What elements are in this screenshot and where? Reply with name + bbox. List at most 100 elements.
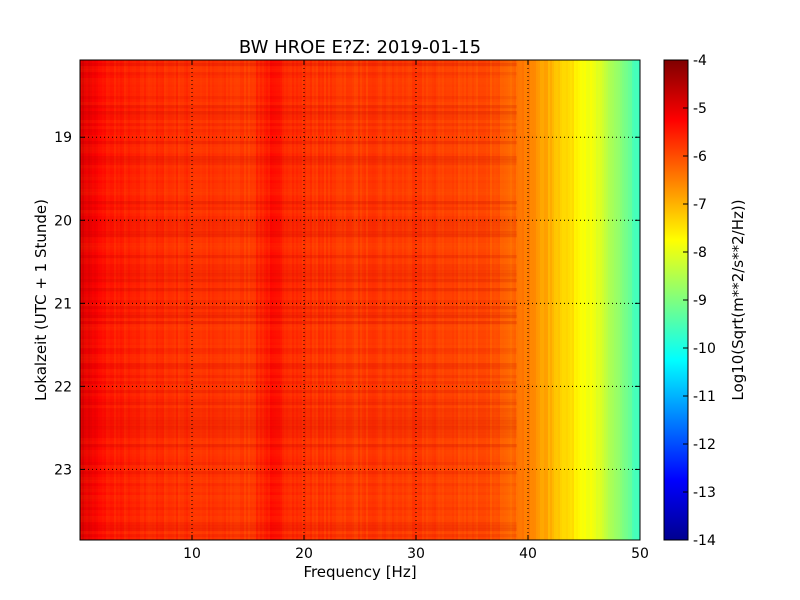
spectrogram-column	[542, 60, 545, 540]
colorbar-ticks: -4 -5 -6 -7 -8 -9 -10 -11 -12 -13 -14	[683, 53, 716, 549]
spectrogram-band	[80, 318, 517, 322]
spectrogram-band	[80, 387, 517, 391]
spectrogram-column	[170, 60, 173, 540]
spectrogram-column	[134, 60, 137, 540]
spectrogram-band	[80, 501, 517, 504]
spectrogram-band	[80, 336, 517, 339]
spectrogram-column	[318, 60, 321, 540]
spectrogram-band	[80, 519, 517, 523]
spectrogram-column	[494, 60, 497, 540]
spectrogram-band	[80, 312, 517, 316]
spectrogram-column	[572, 60, 575, 540]
spectrogram-band	[80, 198, 517, 201]
spectrogram-column	[590, 60, 593, 540]
colorbar-label: Log10(Sqrt(m**2/s**2/Hz))	[729, 199, 747, 400]
spectrogram-column	[238, 60, 241, 540]
spectrogram-column	[402, 60, 405, 540]
spectrogram-band	[80, 426, 517, 430]
spectrogram-column	[182, 60, 185, 540]
spectrogram-band	[80, 255, 517, 259]
spectrogram-column	[328, 60, 331, 540]
spectrogram-column	[306, 60, 309, 540]
spectrogram-band	[80, 444, 517, 448]
spectrogram-column	[190, 60, 193, 540]
spectrogram-column	[112, 60, 115, 540]
spectrogram-column	[628, 60, 631, 540]
spectrogram-band	[80, 168, 517, 171]
spectrogram-column	[312, 60, 315, 540]
spectrogram-column	[332, 60, 335, 540]
spectrogram-column	[558, 60, 561, 540]
spectrogram-band	[80, 489, 517, 493]
spectrogram-column	[616, 60, 619, 540]
spectrogram-band	[80, 246, 517, 250]
spectrogram-band	[80, 339, 517, 343]
spectrogram-column	[418, 60, 421, 540]
spectrogram-column	[610, 60, 613, 540]
spectrogram-column	[472, 60, 475, 540]
spectrogram-band	[80, 243, 517, 247]
spectrogram-column	[232, 60, 235, 540]
spectrogram-column	[604, 60, 607, 540]
spectrogram-column	[434, 60, 437, 540]
spectrogram-column	[538, 60, 541, 540]
spectrogram-column	[364, 60, 367, 540]
spectrogram-band	[80, 216, 517, 220]
spectrogram-band	[80, 462, 517, 466]
spectrogram-column	[488, 60, 491, 540]
spectrogram-column	[98, 60, 101, 540]
spectrogram-band	[80, 153, 517, 156]
spectrogram-column	[498, 60, 501, 540]
spectrogram-column	[176, 60, 179, 540]
spectrogram-column	[426, 60, 429, 540]
spectrogram-column	[480, 60, 483, 540]
spectrogram-column	[608, 60, 611, 540]
spectrogram-plot-area	[80, 60, 640, 540]
colorbar-tick-label: -11	[693, 389, 716, 405]
spectrogram-column	[348, 60, 351, 540]
spectrogram-band	[80, 327, 517, 331]
spectrogram-column	[326, 60, 329, 540]
spectrogram-band	[80, 132, 517, 135]
spectrogram-column	[338, 60, 341, 540]
spectrogram-column	[278, 60, 281, 540]
spectrogram-column	[502, 60, 505, 540]
spectrogram-band	[80, 366, 517, 370]
spectrogram-band	[80, 516, 517, 520]
spectrogram-column	[96, 60, 99, 540]
spectrogram-column	[374, 60, 377, 540]
spectrogram-column	[430, 60, 433, 540]
spectrogram-band	[80, 468, 517, 472]
spectrogram-band	[80, 186, 517, 189]
spectrogram-column	[130, 60, 133, 540]
spectrogram-band	[80, 492, 517, 495]
spectrogram-column	[220, 60, 223, 540]
spectrogram-column	[314, 60, 317, 540]
spectrogram-column	[458, 60, 461, 540]
spectrogram-band	[80, 174, 517, 177]
spectrogram-column	[288, 60, 291, 540]
spectrogram-column	[492, 60, 495, 540]
spectrogram-band	[80, 486, 517, 490]
spectrogram-column	[482, 60, 485, 540]
spectrogram-column	[284, 60, 287, 540]
spectrogram-band	[80, 474, 517, 477]
spectrogram-band	[80, 150, 517, 154]
spectrogram-band	[80, 423, 517, 427]
spectrogram-band	[80, 345, 517, 349]
spectrogram-column	[194, 60, 197, 540]
spectrogram-band	[80, 129, 517, 133]
spectrogram-column	[500, 60, 503, 540]
spectrogram-column	[308, 60, 311, 540]
spectrogram-column	[168, 60, 171, 540]
spectrogram-column	[342, 60, 345, 540]
y-axis-ticks: 19 20 21 22 23	[54, 130, 640, 478]
spectrogram-column	[552, 60, 555, 540]
spectrogram-column	[350, 60, 353, 540]
spectrogram-band	[80, 321, 517, 325]
spectrogram-column	[496, 60, 499, 540]
spectrogram-column	[204, 60, 207, 540]
spectrogram-band	[80, 258, 517, 261]
spectrogram-column	[428, 60, 431, 540]
spectrogram-column	[200, 60, 203, 540]
